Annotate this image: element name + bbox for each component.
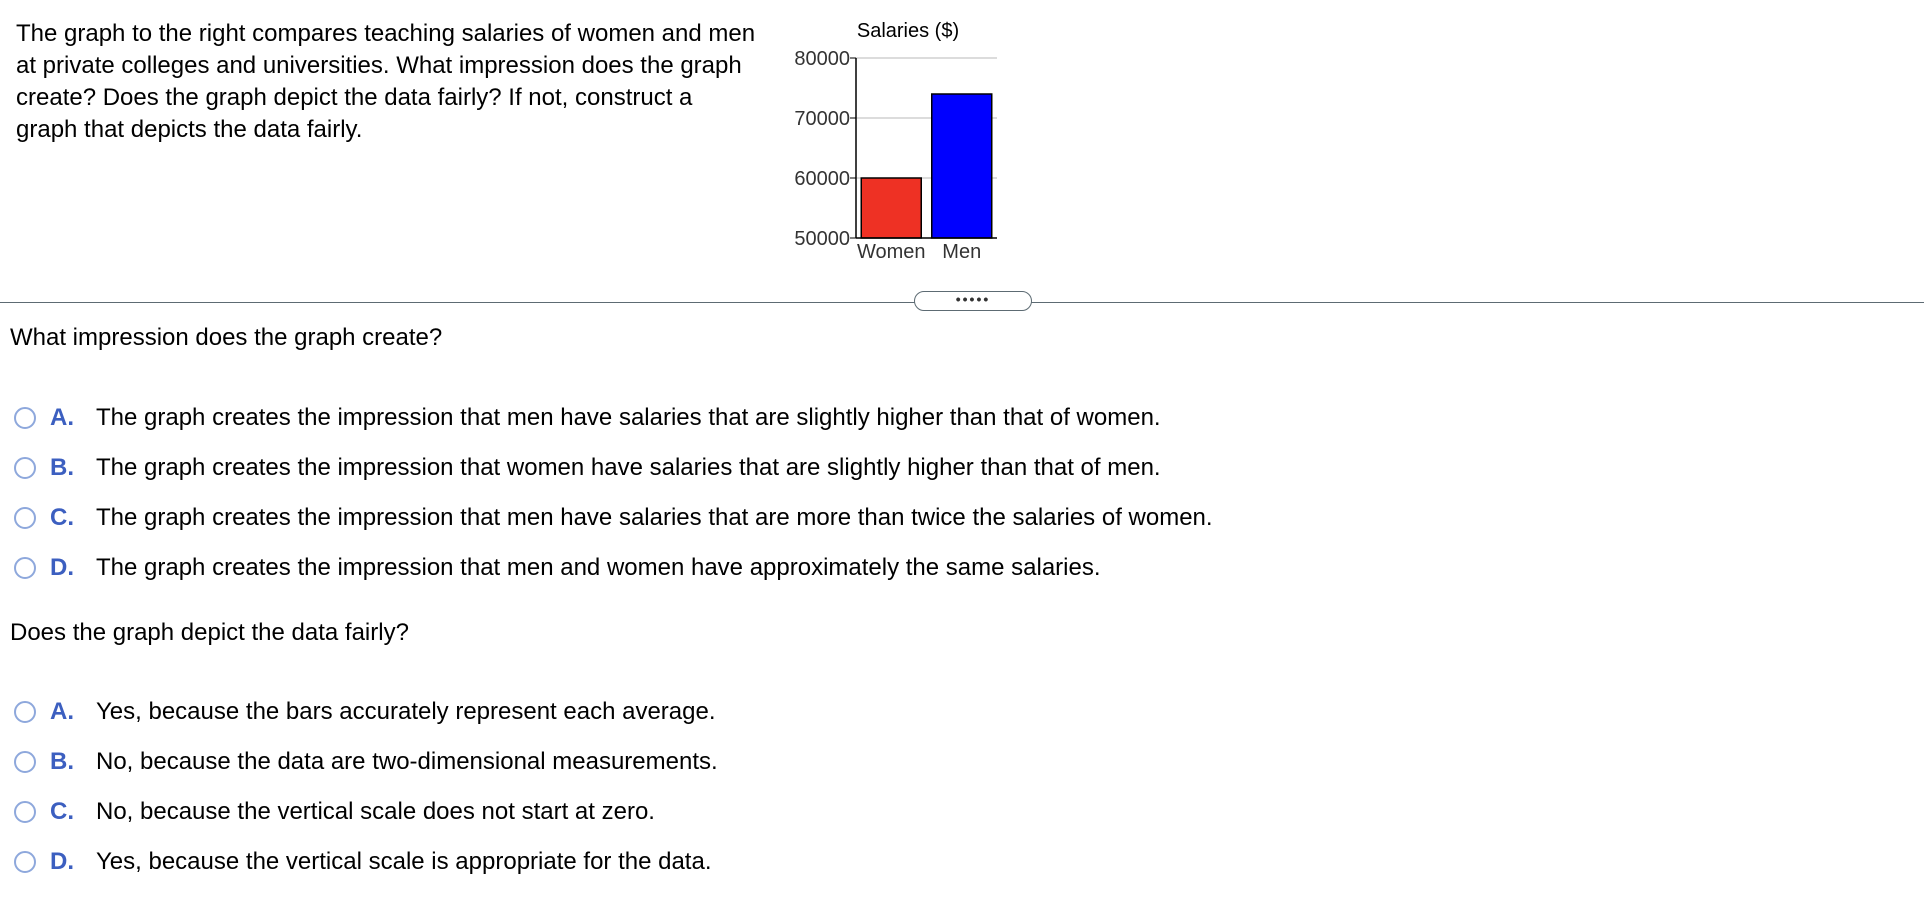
q2-option-b[interactable]: B. No, because the data are two-dimensio…: [14, 737, 718, 787]
x-category-label: Men: [942, 241, 981, 263]
expand-button[interactable]: •••••: [914, 291, 1032, 311]
radio-button[interactable]: [14, 701, 36, 723]
option-text: Yes, because the vertical scale is appro…: [96, 848, 712, 875]
option-text: No, because the vertical scale does not …: [96, 798, 655, 825]
question-1-prompt: What impression does the graph create?: [10, 324, 443, 351]
question-2-prompt: Does the graph depict the data fairly?: [10, 619, 409, 646]
option-text: The graph creates the impression that wo…: [96, 454, 1161, 481]
q2-option-a[interactable]: A. Yes, because the bars accurately repr…: [14, 687, 718, 737]
option-letter: D.: [50, 848, 74, 875]
option-letter: C.: [50, 798, 74, 825]
y-tick-label: 70000: [794, 108, 850, 130]
option-text: Yes, because the bars accurately represe…: [96, 698, 716, 725]
option-text: The graph creates the impression that me…: [96, 554, 1101, 581]
q1-option-a[interactable]: A. The graph creates the impression that…: [14, 393, 1213, 443]
question-1-options: A. The graph creates the impression that…: [14, 393, 1213, 593]
option-text: No, because the data are two-dimensional…: [96, 748, 718, 775]
option-letter: C.: [50, 504, 74, 531]
bar-women: [860, 177, 922, 239]
radio-button[interactable]: [14, 507, 36, 529]
option-letter: B.: [50, 454, 74, 481]
chart-axes: [850, 57, 997, 239]
option-letter: B.: [50, 748, 74, 775]
y-tick-label: 50000: [794, 228, 850, 250]
salary-bar-chart: Salaries ($) 80000 70000 60000 50000 Women Me…: [794, 20, 997, 263]
q1-option-d[interactable]: D. The graph creates the impression that…: [14, 543, 1213, 593]
option-text: The graph creates the impression that me…: [96, 404, 1161, 431]
chart-bars: [860, 93, 993, 239]
problem-statement: The graph to the right compares teaching…: [16, 20, 756, 143]
option-letter: A.: [50, 698, 74, 725]
bar-men: [931, 93, 993, 239]
radio-button[interactable]: [14, 751, 36, 773]
x-category-label: Women: [857, 241, 926, 263]
radio-button[interactable]: [14, 407, 36, 429]
q1-option-b[interactable]: B. The graph creates the impression that…: [14, 443, 1213, 493]
q2-option-d[interactable]: D. Yes, because the vertical scale is ap…: [14, 837, 718, 887]
radio-button[interactable]: [14, 557, 36, 579]
chart-title: Salaries ($): [857, 20, 959, 42]
option-letter: D.: [50, 554, 74, 581]
q2-option-c[interactable]: C. No, because the vertical scale does n…: [14, 787, 718, 837]
option-letter: A.: [50, 404, 74, 431]
y-tick-label: 80000: [794, 48, 850, 70]
question-2-options: A. Yes, because the bars accurately repr…: [14, 687, 718, 887]
chart-labels: 80000 70000 60000 50000 Women Men: [794, 48, 981, 263]
radio-button[interactable]: [14, 457, 36, 479]
y-tick-label: 60000: [794, 168, 850, 190]
radio-button[interactable]: [14, 801, 36, 823]
option-text: The graph creates the impression that me…: [96, 504, 1213, 531]
radio-button[interactable]: [14, 851, 36, 873]
q1-option-c[interactable]: C. The graph creates the impression that…: [14, 493, 1213, 543]
